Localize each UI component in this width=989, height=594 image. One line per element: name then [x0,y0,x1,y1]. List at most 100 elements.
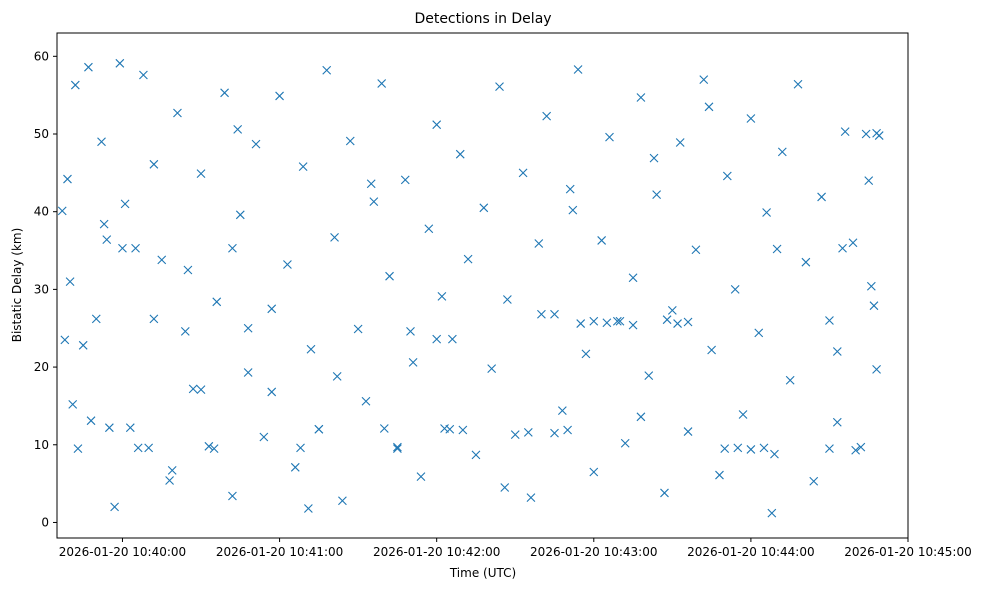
data-point [458,425,468,435]
data-point [115,58,125,68]
x-axis: 2026-01-20 10:40:00 2026-01-20 10:41:00 20… [59,538,972,559]
data-point [235,210,245,220]
data-point [510,430,520,440]
data-point [785,375,795,385]
data-point [60,335,70,345]
data-point [809,476,819,486]
data-point [379,424,389,433]
data-point [581,349,591,359]
data-point [144,443,154,453]
y-tick-label: 40 [34,205,49,219]
data-point [872,128,881,138]
data-point [63,174,72,184]
y-tick-label: 10 [34,438,49,452]
data-point [563,425,572,435]
data-point [500,483,510,492]
data-point [762,208,771,217]
data-point [330,232,339,242]
data-point [306,344,316,354]
data-point [864,176,874,186]
data-point [243,323,253,333]
data-point [825,316,834,325]
data-point [471,450,481,460]
y-tick-label: 50 [34,127,49,141]
data-point [832,417,842,427]
data-point [840,127,850,137]
x-tick-label: 2026-01-20 10:40:00 [59,545,186,559]
data-point [445,424,455,434]
data-point [298,162,308,172]
data-point [660,488,669,498]
data-point [338,496,347,506]
data-point [568,205,578,215]
data-point [754,328,764,338]
data-point [636,412,646,422]
data-point [377,79,387,88]
data-point [196,385,206,394]
data-point [759,443,769,453]
data-point [652,190,662,199]
data-points [57,58,884,518]
data-point [683,427,693,436]
data-point [612,316,622,326]
chart-title: Detections in Delay [414,11,551,27]
data-point [73,444,83,454]
data-point [345,136,355,146]
data-point [534,239,544,248]
data-point [573,65,583,74]
data-point [463,254,473,264]
data-point [662,315,672,325]
data-point [628,320,638,330]
data-point [416,472,426,482]
data-point [704,102,714,112]
data-point [636,93,646,102]
data-point [188,384,198,394]
data-point [393,444,402,454]
data-point [644,371,654,381]
data-point [675,138,685,147]
y-tick-label: 60 [34,49,49,63]
data-point [746,114,756,123]
data-point [565,184,575,194]
y-axis: 0 10 20 30 40 50 60 [34,49,57,529]
data-point [275,91,284,101]
data-point [487,364,497,374]
data-point [424,224,434,234]
x-tick-label: 2026-01-20 10:45:00 [844,545,971,559]
data-point [715,470,724,480]
x-tick-label: 2026-01-20 10:43:00 [530,545,657,559]
data-point [502,295,512,304]
data-point [84,62,93,72]
data-point [157,255,167,265]
data-point [102,235,112,245]
data-point [838,243,847,253]
data-point [872,365,881,374]
data-point [649,153,659,163]
data-point [851,445,861,455]
x-tick-label: 2026-01-20 10:41:00 [216,545,343,559]
data-point [537,309,546,319]
data-point [212,297,222,307]
data-point [557,406,567,415]
data-point [149,159,159,169]
data-point [228,491,237,501]
data-point [861,129,871,139]
data-point [68,399,78,409]
data-point [361,396,371,406]
data-point [455,149,465,159]
data-point [78,340,88,350]
data-point [605,132,614,142]
data-point [233,124,243,134]
data-point [314,424,324,434]
data-point [589,316,599,326]
data-point [406,326,415,336]
data-point [167,466,177,475]
data-point [683,317,693,327]
data-point [86,416,96,426]
data-point [104,423,114,433]
data-point [777,147,787,157]
data-point [110,502,119,512]
data-point [856,442,866,452]
